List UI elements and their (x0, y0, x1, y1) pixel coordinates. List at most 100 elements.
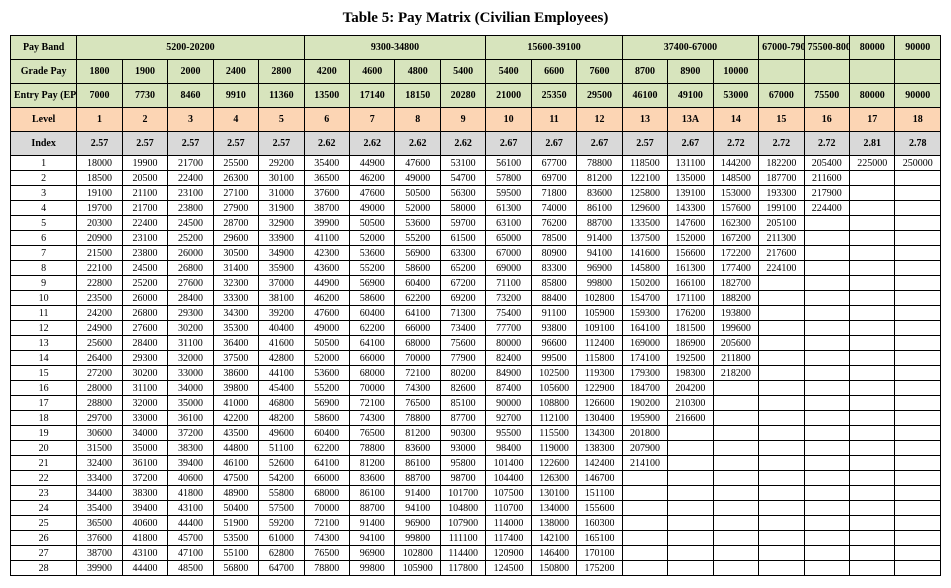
data-cell: 33000 (122, 411, 167, 426)
data-cell: 96900 (350, 546, 395, 561)
header-cell: 4600 (350, 60, 395, 84)
header-cell: 20280 (440, 84, 485, 108)
data-cell: 67200 (440, 276, 485, 291)
data-cell: 27100 (213, 186, 258, 201)
data-cell: 45700 (168, 531, 213, 546)
data-cell: 85100 (440, 396, 485, 411)
data-cell: 57500 (259, 501, 304, 516)
data-cell (759, 441, 804, 456)
table-row: 2031500350003830044800511006220078800836… (11, 441, 941, 456)
data-cell: 29300 (122, 351, 167, 366)
data-cell: 29600 (213, 231, 258, 246)
data-cell (895, 351, 941, 366)
data-cell: 207900 (622, 441, 667, 456)
data-cell (759, 366, 804, 381)
table-row: 8221002450026800314003590043600552005860… (11, 261, 941, 276)
data-cell: 31900 (259, 201, 304, 216)
header-cell: 1800 (77, 60, 122, 84)
table-row: 7215002380026000305003490042300536005690… (11, 246, 941, 261)
table-row: 2839900444004850056800647007880099800105… (11, 561, 941, 576)
data-cell: 68000 (350, 366, 395, 381)
header-cell: 2.62 (395, 132, 440, 156)
table-row: 1124200268002930034300392004760060400641… (11, 306, 941, 321)
header-cell: 14 (713, 108, 758, 132)
row-index-cell: 4 (11, 201, 77, 216)
table-row: 1930600340003720043500496006040076500812… (11, 426, 941, 441)
data-cell (759, 306, 804, 321)
data-cell: 88700 (350, 501, 395, 516)
data-cell: 204200 (668, 381, 713, 396)
data-cell: 73400 (440, 321, 485, 336)
data-cell: 59500 (486, 186, 531, 201)
table-row: 1224900276003020035300404004900062200660… (11, 321, 941, 336)
data-cell: 76500 (304, 546, 349, 561)
data-cell: 34300 (213, 306, 258, 321)
level-row: Level 1234567891011121313A1415161718 (11, 108, 941, 132)
data-cell: 55800 (259, 486, 304, 501)
data-cell: 214100 (622, 456, 667, 471)
data-cell: 25200 (168, 231, 213, 246)
data-cell (713, 456, 758, 471)
data-cell (804, 366, 849, 381)
data-cell: 66000 (350, 351, 395, 366)
data-cell: 102500 (531, 366, 576, 381)
data-cell: 105900 (395, 561, 440, 576)
data-cell: 25200 (122, 276, 167, 291)
data-cell (895, 186, 941, 201)
data-cell (804, 306, 849, 321)
header-cell: 2400 (213, 60, 258, 84)
data-cell: 50500 (395, 186, 440, 201)
header-cell (804, 60, 849, 84)
data-cell (759, 531, 804, 546)
data-cell: 55200 (395, 231, 440, 246)
data-cell (895, 531, 941, 546)
data-cell: 33900 (259, 231, 304, 246)
data-cell: 66000 (304, 471, 349, 486)
data-cell: 53600 (304, 366, 349, 381)
table-row: 1426400293003200037500428005200066000700… (11, 351, 941, 366)
data-cell (895, 321, 941, 336)
data-cell: 76500 (350, 426, 395, 441)
data-cell: 30500 (213, 246, 258, 261)
data-cell: 102800 (395, 546, 440, 561)
data-cell: 54700 (440, 171, 485, 186)
data-cell (804, 486, 849, 501)
data-cell (668, 426, 713, 441)
data-cell: 211600 (804, 171, 849, 186)
data-cell: 30100 (259, 171, 304, 186)
data-cell (850, 381, 895, 396)
data-cell: 43100 (122, 546, 167, 561)
data-cell: 28400 (122, 336, 167, 351)
data-cell: 110700 (486, 501, 531, 516)
data-cell: 40600 (168, 471, 213, 486)
data-cell: 63100 (486, 216, 531, 231)
data-cell (759, 396, 804, 411)
data-cell: 22400 (168, 171, 213, 186)
data-cell (804, 291, 849, 306)
data-cell: 44400 (168, 516, 213, 531)
data-cell: 85800 (531, 276, 576, 291)
data-cell (895, 456, 941, 471)
data-cell: 126300 (531, 471, 576, 486)
data-cell (850, 351, 895, 366)
data-cell: 75600 (440, 336, 485, 351)
header-cell: 15 (759, 108, 804, 132)
data-cell: 56900 (304, 396, 349, 411)
data-cell: 160300 (577, 516, 622, 531)
data-cell: 71100 (486, 276, 531, 291)
data-cell: 184700 (622, 381, 667, 396)
data-cell (713, 501, 758, 516)
data-cell: 26000 (122, 291, 167, 306)
header-cell: 1 (77, 108, 122, 132)
table-row: 2185002050022400263003010036500462004900… (11, 171, 941, 186)
data-cell: 71800 (531, 186, 576, 201)
data-cell: 49000 (350, 201, 395, 216)
data-cell: 42200 (213, 411, 258, 426)
data-cell: 24500 (122, 261, 167, 276)
data-cell: 142400 (577, 456, 622, 471)
data-cell: 59200 (259, 516, 304, 531)
data-cell: 101700 (440, 486, 485, 501)
data-cell: 56300 (440, 186, 485, 201)
row-index-cell: 8 (11, 261, 77, 276)
row-index-cell: 26 (11, 531, 77, 546)
